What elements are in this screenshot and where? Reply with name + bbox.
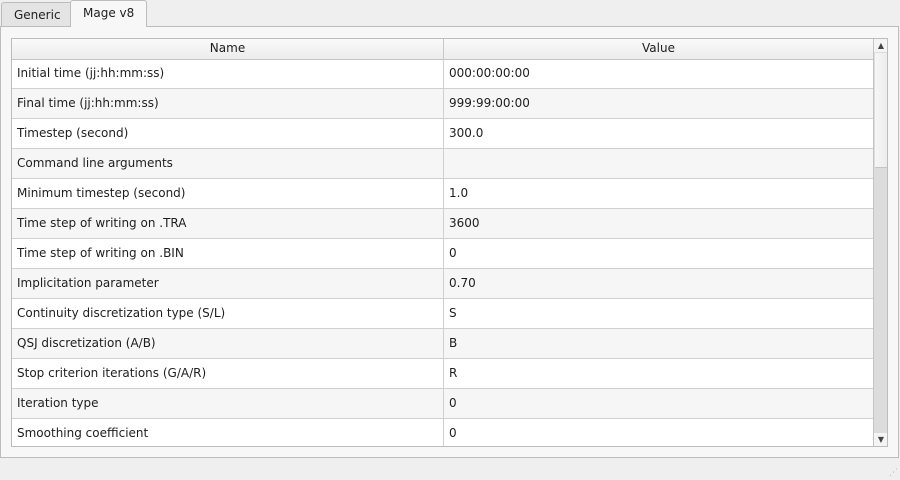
table-row[interactable]: Continuity discretization type (S/L) S [12, 299, 873, 329]
tab-mage-v8[interactable]: Mage v8 [70, 0, 148, 27]
value-cell[interactable]: 000:00:00:00 [449, 66, 530, 80]
table-header: Name Value [12, 39, 873, 60]
name-cell: QSJ discretization (A/B) [12, 329, 444, 358]
name-cell: Command line arguments [12, 149, 444, 178]
table-row[interactable]: Time step of writing on .TRA 3600 [12, 209, 873, 239]
table-row[interactable]: Iteration type 0 [12, 389, 873, 419]
column-header-value[interactable]: Value [642, 41, 675, 55]
name-cell: Smoothing coefficient [12, 419, 444, 446]
value-cell[interactable]: S [449, 306, 457, 320]
value-cell[interactable]: 0 [449, 246, 457, 260]
name-cell: Continuity discretization type (S/L) [12, 299, 444, 328]
table-row[interactable]: Minimum timestep (second) 1.0 [12, 179, 873, 209]
table-row[interactable]: Initial time (jj:hh:mm:ss) 000:00:00:00 [12, 59, 873, 89]
value-cell[interactable]: B [449, 336, 458, 350]
value-cell[interactable]: 3600 [449, 216, 480, 230]
name-cell: Time step of writing on .BIN [12, 239, 444, 268]
name-cell: Final time (jj:hh:mm:ss) [12, 89, 444, 118]
value-cell[interactable]: 300.0 [449, 126, 484, 140]
column-header-name[interactable]: Name [12, 39, 444, 59]
table-row[interactable]: Timestep (second) 300.0 [12, 119, 873, 149]
value-cell[interactable]: 0.70 [449, 276, 476, 290]
tab-generic[interactable]: Generic [1, 2, 74, 26]
name-cell: Iteration type [12, 389, 444, 418]
name-cell: Implicitation parameter [12, 269, 444, 298]
table-row[interactable]: Time step of writing on .BIN 0 [12, 239, 873, 269]
name-cell: Time step of writing on .TRA [12, 209, 444, 238]
scrollbar-thumb[interactable] [875, 53, 887, 168]
value-cell[interactable]: 1.0 [449, 186, 469, 200]
arrow-down-icon[interactable]: ▼ [874, 433, 887, 446]
value-cell[interactable]: 0 [449, 396, 457, 410]
value-cell[interactable]: R [449, 366, 458, 380]
table-row[interactable]: Implicitation parameter 0.70 [12, 269, 873, 299]
table-row[interactable]: Smoothing coefficient 0 [12, 419, 873, 446]
table-row[interactable]: Command line arguments [12, 149, 873, 179]
table-row[interactable]: Final time (jj:hh:mm:ss) 999:99:00:00 [12, 89, 873, 119]
table-row[interactable]: QSJ discretization (A/B) B [12, 329, 873, 359]
name-cell: Timestep (second) [12, 119, 444, 148]
value-cell[interactable]: 999:99:00:00 [449, 96, 530, 110]
vertical-scrollbar[interactable]: ▲ ▼ [873, 39, 887, 446]
name-cell: Stop criterion iterations (G/A/R) [12, 359, 444, 388]
resize-grip-icon[interactable]: ⋰ [889, 468, 898, 478]
name-cell: Minimum timestep (second) [12, 179, 444, 208]
value-cell[interactable]: 0 [449, 426, 457, 440]
name-cell: Initial time (jj:hh:mm:ss) [12, 59, 444, 88]
parameters-table: Name Value Initial time (jj:hh:mm:ss) 000… [11, 38, 888, 447]
arrow-up-icon[interactable]: ▲ [874, 39, 887, 52]
table-row[interactable]: Stop criterion iterations (G/A/R) R [12, 359, 873, 389]
value-cell[interactable] [444, 149, 873, 178]
